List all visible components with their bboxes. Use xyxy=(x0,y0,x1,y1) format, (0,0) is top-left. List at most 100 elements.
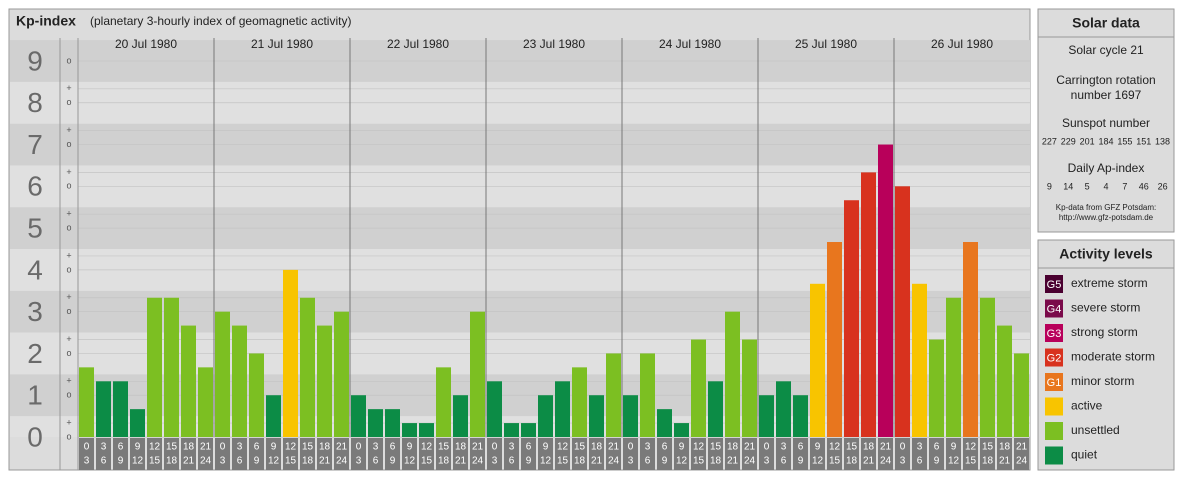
bar xyxy=(334,311,349,437)
hour-box xyxy=(232,438,247,470)
bar xyxy=(640,353,655,437)
day-label: 21 Jul 1980 xyxy=(251,37,313,51)
hour-label: 6 xyxy=(373,456,379,467)
hour-box xyxy=(946,438,961,470)
carrington: Carrington rotation xyxy=(1056,73,1155,87)
ap-value: 5 xyxy=(1085,181,1090,191)
minor-tick-label: + xyxy=(66,83,71,93)
ap-value: 26 xyxy=(1158,181,1168,191)
legend-swatch xyxy=(1045,373,1063,391)
bar xyxy=(725,311,740,437)
hour-box xyxy=(691,438,706,470)
hour-label: 18 xyxy=(591,442,603,453)
hour-box xyxy=(130,438,145,470)
hour-label: 6 xyxy=(917,456,923,467)
legend-label: quiet xyxy=(1071,448,1098,462)
hour-box xyxy=(657,438,672,470)
hour-label: 21 xyxy=(999,456,1011,467)
hour-box xyxy=(878,438,893,470)
legend-label: severe storm xyxy=(1071,301,1140,315)
solar-cycle: Solar cycle 21 xyxy=(1068,43,1144,57)
hour-label: 15 xyxy=(965,456,977,467)
hour-box xyxy=(402,438,417,470)
hour-label: 18 xyxy=(999,442,1011,453)
hour-label: 18 xyxy=(438,456,450,467)
hour-label: 9 xyxy=(934,456,940,467)
y-tick-label: 1 xyxy=(27,380,43,411)
hour-box xyxy=(334,438,349,470)
bar xyxy=(436,367,451,437)
levels-title: Activity levels xyxy=(1059,246,1153,262)
hour-label: 3 xyxy=(628,456,634,467)
y-tick-label: 4 xyxy=(27,254,43,285)
ap-value: 9 xyxy=(1047,181,1052,191)
hour-box xyxy=(317,438,332,470)
bar xyxy=(181,325,196,437)
bar xyxy=(606,353,621,437)
legend-label: unsettled xyxy=(1071,423,1120,437)
y-tick-label: 9 xyxy=(27,45,43,76)
hour-box xyxy=(793,438,808,470)
hour-label: 3 xyxy=(356,456,362,467)
bar xyxy=(827,242,842,437)
hour-label: 12 xyxy=(404,456,416,467)
hour-label: 24 xyxy=(880,456,892,467)
hour-label: 9 xyxy=(390,456,396,467)
legend-code: G1 xyxy=(1047,377,1062,389)
bar xyxy=(776,381,791,437)
bar xyxy=(674,423,689,437)
minor-tick-label: + xyxy=(66,334,71,344)
hour-label: 0 xyxy=(84,442,90,453)
hour-label: 24 xyxy=(608,456,620,467)
day-label: 25 Jul 1980 xyxy=(795,37,857,51)
legend-swatch xyxy=(1045,397,1063,416)
hour-label: 6 xyxy=(798,442,804,453)
ap-label: Daily Ap-index xyxy=(1068,161,1145,175)
bar xyxy=(793,395,808,437)
hour-label: 6 xyxy=(237,456,243,467)
legend-code: G2 xyxy=(1047,352,1062,364)
bar xyxy=(232,325,247,437)
hour-label: 18 xyxy=(982,456,994,467)
hour-label: 12 xyxy=(421,442,433,453)
hour-label: 3 xyxy=(101,442,107,453)
hour-label: 15 xyxy=(166,442,178,453)
hour-box xyxy=(997,438,1012,470)
y-tick-label: 5 xyxy=(27,212,43,243)
bar xyxy=(79,367,94,437)
bar xyxy=(249,353,264,437)
bar xyxy=(572,367,587,437)
hour-label: 24 xyxy=(472,456,484,467)
hour-label: 6 xyxy=(101,456,107,467)
hour-label: 6 xyxy=(645,456,651,467)
carrington: number 1697 xyxy=(1071,88,1142,102)
bar xyxy=(147,297,162,437)
day-label: 20 Jul 1980 xyxy=(115,37,177,51)
hour-box xyxy=(980,438,995,470)
bar xyxy=(470,311,485,437)
hour-box xyxy=(249,438,264,470)
sunspot-number: 184 xyxy=(1098,136,1113,146)
hour-label: 6 xyxy=(390,442,396,453)
hour-label: 3 xyxy=(917,442,923,453)
minor-tick-label: o xyxy=(66,222,71,232)
hour-label: 18 xyxy=(863,442,875,453)
day-label: 23 Jul 1980 xyxy=(523,37,585,51)
hour-box xyxy=(419,438,434,470)
bar xyxy=(198,367,213,437)
minor-tick-label: o xyxy=(66,55,71,65)
legend-swatch xyxy=(1045,275,1063,293)
hour-label: 3 xyxy=(509,442,515,453)
bar xyxy=(657,409,672,437)
hour-label: 15 xyxy=(557,456,569,467)
bar xyxy=(538,395,553,437)
hour-label: 15 xyxy=(438,442,450,453)
hour-label: 18 xyxy=(846,456,858,467)
bar xyxy=(691,339,706,437)
minor-tick-label: + xyxy=(66,417,71,427)
bar xyxy=(164,297,179,437)
hour-label: 9 xyxy=(951,442,957,453)
bar xyxy=(929,339,944,437)
